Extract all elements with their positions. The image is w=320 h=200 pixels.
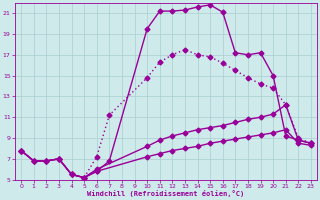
X-axis label: Windchill (Refroidissement éolien,°C): Windchill (Refroidissement éolien,°C) [87, 190, 245, 197]
